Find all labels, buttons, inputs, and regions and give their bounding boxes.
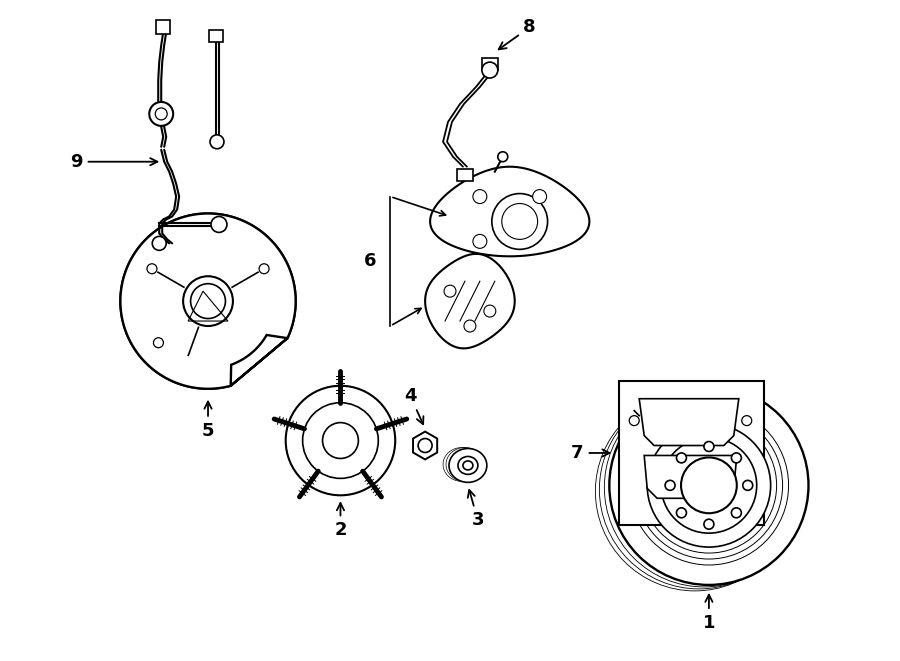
Circle shape: [302, 403, 378, 479]
Circle shape: [285, 386, 395, 495]
Circle shape: [533, 190, 546, 204]
Bar: [157, 20, 170, 34]
Ellipse shape: [463, 461, 473, 470]
Circle shape: [498, 152, 508, 162]
Polygon shape: [425, 254, 515, 348]
Circle shape: [732, 453, 742, 463]
Text: 9: 9: [70, 153, 158, 171]
Circle shape: [662, 438, 757, 533]
Circle shape: [484, 305, 496, 317]
Polygon shape: [121, 214, 296, 389]
Circle shape: [704, 442, 714, 451]
Bar: [209, 30, 223, 42]
Circle shape: [149, 102, 173, 126]
Circle shape: [211, 217, 227, 233]
Circle shape: [210, 135, 224, 149]
Ellipse shape: [449, 449, 487, 483]
Text: 2: 2: [334, 503, 346, 539]
Text: 8: 8: [499, 19, 536, 50]
Circle shape: [681, 457, 737, 513]
Text: 5: 5: [202, 401, 214, 440]
Circle shape: [147, 264, 157, 274]
Circle shape: [444, 285, 456, 297]
Circle shape: [464, 320, 476, 332]
Bar: [457, 169, 472, 180]
Circle shape: [322, 422, 358, 459]
Text: 4: 4: [404, 387, 423, 424]
Bar: [482, 58, 498, 70]
Polygon shape: [430, 167, 590, 256]
Circle shape: [152, 237, 166, 251]
Polygon shape: [644, 455, 737, 498]
Polygon shape: [639, 399, 739, 446]
Text: 1: 1: [703, 595, 716, 632]
Circle shape: [665, 481, 675, 490]
Circle shape: [472, 235, 487, 249]
Circle shape: [482, 62, 498, 78]
Circle shape: [677, 508, 687, 518]
Ellipse shape: [183, 276, 233, 326]
Text: 3: 3: [468, 490, 484, 529]
Circle shape: [609, 386, 808, 585]
Circle shape: [259, 264, 269, 274]
Circle shape: [677, 453, 687, 463]
Text: 7: 7: [572, 444, 609, 462]
Circle shape: [472, 190, 487, 204]
Ellipse shape: [191, 284, 225, 319]
Circle shape: [647, 424, 770, 547]
Text: 6: 6: [364, 253, 376, 270]
Ellipse shape: [458, 457, 478, 475]
Circle shape: [154, 338, 164, 348]
Polygon shape: [413, 432, 437, 459]
Circle shape: [732, 508, 742, 518]
Circle shape: [491, 194, 547, 249]
Bar: [619, 381, 764, 525]
Circle shape: [742, 481, 752, 490]
Circle shape: [704, 519, 714, 529]
